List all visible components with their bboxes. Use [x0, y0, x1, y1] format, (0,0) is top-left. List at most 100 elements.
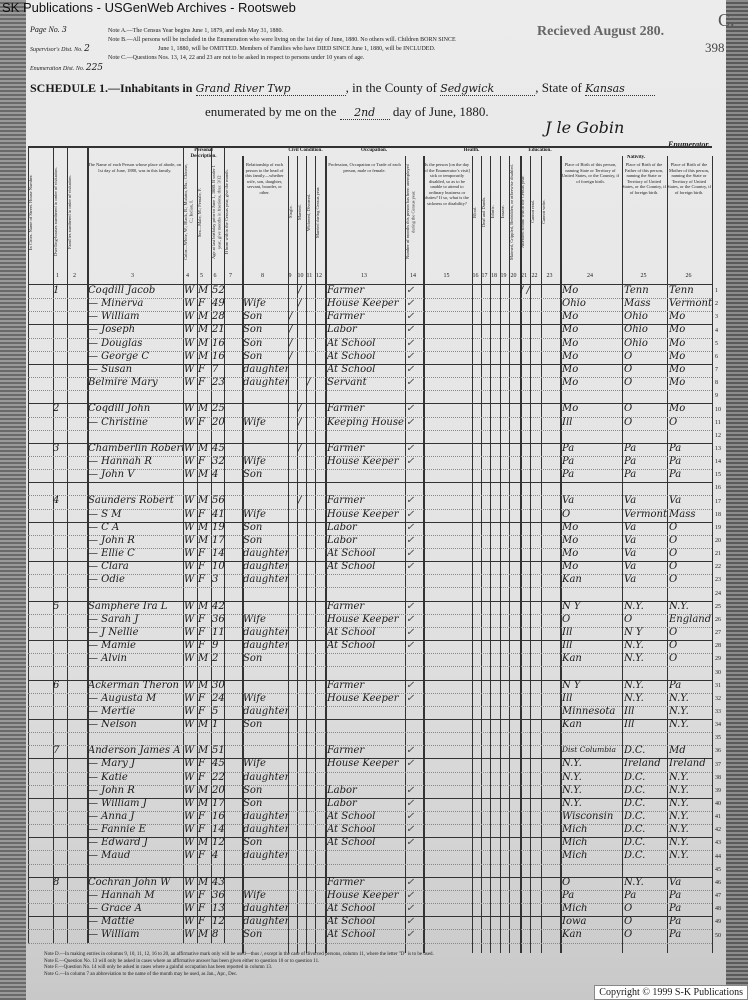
- birthplace: Pa: [562, 889, 575, 901]
- line-number: 21: [715, 551, 721, 558]
- age: 17: [212, 797, 224, 809]
- row-rule: [28, 745, 712, 747]
- occupation: Farmer: [327, 311, 365, 323]
- row-rule: [28, 850, 712, 852]
- mother-birthplace: N.Y.: [669, 811, 689, 822]
- single-mark: /: [289, 324, 293, 336]
- sex: M: [198, 876, 209, 888]
- row-rule: [28, 705, 712, 707]
- column-rule: [472, 156, 473, 953]
- birthplace: N.Y.: [562, 784, 582, 796]
- day-value: 2nd: [339, 106, 390, 120]
- enumeration-district: Enumeration Dist. No. 225: [30, 63, 103, 73]
- line-number: 7: [715, 367, 718, 374]
- sex: F: [198, 758, 205, 770]
- birthplace: O: [562, 508, 571, 520]
- line-number: 34: [715, 722, 721, 729]
- age: 4: [212, 469, 219, 481]
- father-birthplace: Ill: [624, 718, 635, 730]
- table-top-rule: [28, 146, 712, 148]
- person-name: — J Nellie: [88, 626, 139, 638]
- relationship: Wife: [243, 692, 266, 704]
- occupation: Farmer: [327, 679, 365, 691]
- line-number: 45: [715, 866, 721, 873]
- line-number: 36: [715, 748, 721, 755]
- father-birthplace: Ohio: [624, 311, 648, 323]
- received-stamp: Recieved August 280.: [537, 24, 665, 39]
- column-header-14: Number of months this person has been un…: [405, 164, 416, 260]
- column-header-13: Profession, Occupation or Trade of each …: [328, 162, 401, 173]
- mother-birthplace: N.Y.: [669, 850, 689, 862]
- age: 41: [212, 508, 224, 520]
- color: W: [184, 718, 195, 730]
- father-birthplace: N.Y.: [624, 679, 644, 691]
- row-rule: [28, 390, 712, 392]
- person-name: — Mamie: [88, 640, 136, 652]
- sex: F: [198, 508, 205, 520]
- schedule-title: SCHEDULE 1.—Inhabitants in: [30, 81, 193, 95]
- row-rule: [28, 626, 712, 628]
- color: W: [184, 495, 195, 507]
- row-rule: [28, 929, 712, 931]
- check-mark-icon: ✓: [406, 534, 415, 546]
- column-rule: [500, 156, 501, 953]
- person-name: — George C: [88, 350, 150, 362]
- birthplace: Wisconsin: [562, 811, 614, 822]
- column-header-6: Age at last birthday prior to June 1, 18…: [211, 165, 222, 259]
- birthplace: N Y: [562, 600, 581, 612]
- line-number: 29: [715, 656, 721, 663]
- sex: F: [198, 824, 205, 836]
- person-name: — William: [88, 929, 140, 941]
- check-mark-icon: ✓: [406, 561, 415, 573]
- birthplace: N Y: [562, 679, 581, 691]
- mother-birthplace: O: [669, 640, 678, 652]
- sex: M: [198, 797, 209, 809]
- line-number: 2: [715, 301, 718, 308]
- page-no-value: 3: [61, 25, 67, 34]
- age: 14: [212, 548, 224, 559]
- family-number: 4: [53, 495, 60, 507]
- sex: F: [198, 771, 205, 783]
- relationship: Son: [243, 350, 263, 362]
- corner-mark: C.: [718, 10, 735, 30]
- check-mark-icon: ✓: [406, 758, 415, 770]
- relationship: daughter: [243, 626, 288, 638]
- row-rule: [28, 561, 712, 563]
- occupation: Farmer: [327, 495, 365, 507]
- line-number: 50: [715, 932, 721, 939]
- father-birthplace: N.Y.: [624, 653, 644, 665]
- column-rule: [306, 156, 307, 953]
- person-name: — Grace A: [88, 903, 142, 915]
- relationship: Son: [243, 521, 263, 533]
- row-rule: [28, 613, 712, 615]
- column-number: 2: [73, 273, 76, 279]
- relationship: daughter: [243, 903, 288, 915]
- sex: F: [198, 916, 205, 928]
- sex: M: [198, 495, 209, 507]
- column-rule: [211, 146, 212, 943]
- sex: M: [198, 324, 209, 336]
- row-rule: [28, 521, 712, 523]
- notes-top: Note A.—The Census Year begins June 1, 1…: [108, 28, 578, 62]
- mother-birthplace: Pa: [669, 929, 682, 941]
- relationship: daughter: [243, 850, 288, 862]
- person-name: Ackerman Theron: [88, 679, 179, 691]
- age: 4: [212, 850, 219, 862]
- family-number: 1: [53, 285, 60, 296]
- color: W: [184, 679, 195, 691]
- relationship: Wife: [243, 455, 266, 467]
- person-name: — Hannah M: [88, 889, 155, 901]
- age: 56: [212, 495, 224, 507]
- age: 23: [212, 377, 224, 389]
- relationship: Son: [243, 337, 263, 349]
- color: W: [184, 363, 195, 375]
- sex: M: [198, 469, 209, 481]
- column-header-24: Place of Birth of this person, naming St…: [561, 162, 620, 184]
- column-header-4: Color—White, W.; Black, B.; Mulatto, Mu.…: [183, 163, 194, 261]
- occupation: House Keeper: [327, 758, 399, 770]
- line-number: 42: [715, 827, 721, 834]
- column-rule: [481, 156, 482, 953]
- father-birthplace: N.Y.: [624, 600, 644, 612]
- age: 25: [212, 403, 224, 415]
- father-birthplace: N Y: [624, 626, 643, 638]
